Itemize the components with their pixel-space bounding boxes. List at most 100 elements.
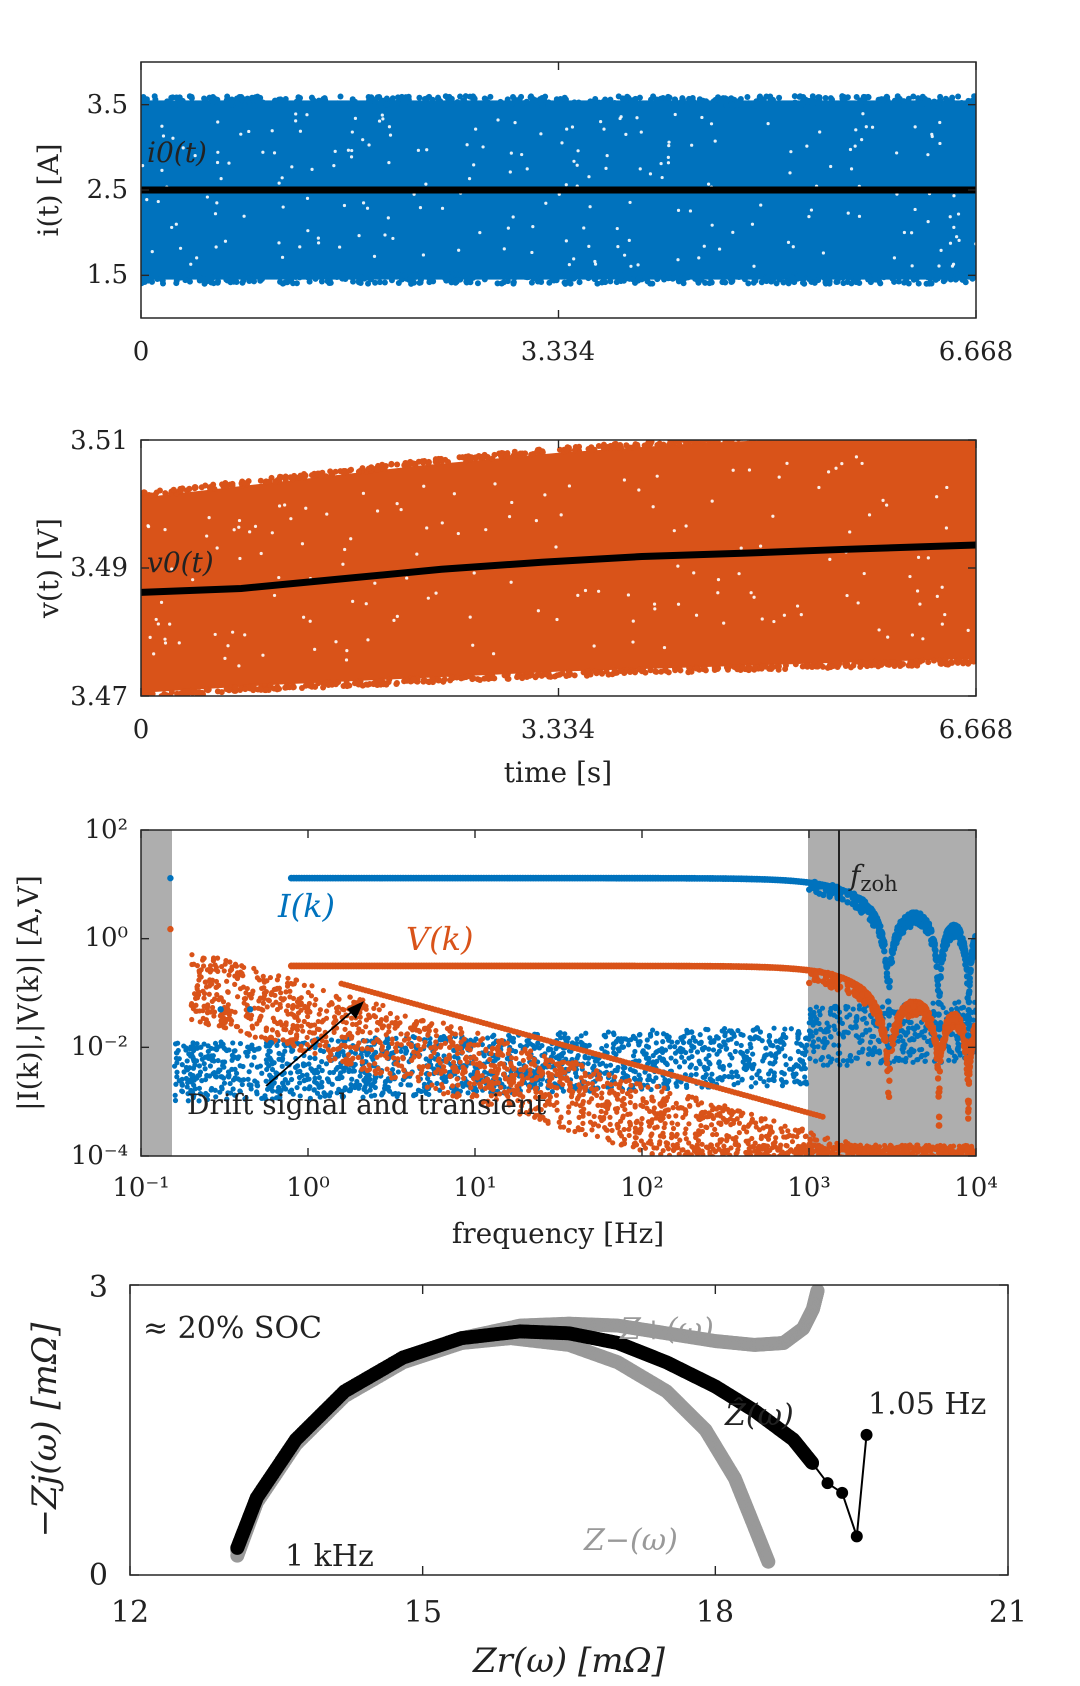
I-noise-point [748,1084,754,1090]
V-noise-point [378,1069,385,1075]
current-sample-point [435,94,442,101]
V-noise-point [666,1113,672,1120]
voltage-sample-point [229,482,236,489]
current-gap-speck [752,264,756,268]
V-noise-point [940,1158,945,1163]
voltage-gap-speck [163,528,167,532]
I-noise-point [611,1050,617,1056]
V-noise-point [813,1159,818,1164]
voltage-sample-point [905,434,911,440]
current-sample-point [560,272,567,279]
V-noise-point [633,1088,639,1094]
current-sample-point [277,96,284,103]
current-sample-point [883,93,890,100]
current-sample-point [183,271,190,278]
voltage-gap-speck [944,526,949,530]
current-gap-speck [161,134,166,138]
voltage-gap-speck [425,526,429,530]
current-gap-speck [605,154,609,158]
current-gap-speck [349,155,354,159]
I-noise-point [789,1066,795,1073]
voltage-gap-speck [676,602,681,606]
current-sample-point [856,279,863,286]
I-noise-point [269,1066,276,1073]
V-noise-point [366,1062,372,1068]
I-noise-point [205,1043,211,1049]
voltage-sample-point [394,461,401,468]
voltage-gap-speck [300,542,305,546]
V-noise-point [875,1158,880,1163]
voltage-gap-speck [592,644,596,648]
voltage-sample-point [483,674,490,681]
I-noise-point [574,1036,580,1042]
voltage-sample-point [760,433,766,439]
voltage-gap-speck [351,599,355,603]
I-noise-point [361,1086,367,1092]
current-sample-point [706,280,713,287]
I-noise-point [237,1040,244,1047]
current-sample-point [416,94,423,101]
voltage-sample-point [951,430,957,436]
I-noise-point [732,1048,738,1055]
voltage-band-fill [141,440,976,693]
current-sample-point [211,95,218,102]
V-noise-point [264,1004,270,1010]
current-gap-speck [627,238,631,243]
I-noise-point [232,1075,238,1081]
current-sample-point [827,95,834,102]
voltage-sample-point [925,659,932,666]
voltage-sample-point [141,489,148,496]
current-sample-point [561,94,568,101]
voltage-sample-point [723,664,730,671]
I-noise-point [804,1081,810,1087]
V-noise-point [349,1021,356,1027]
panel1-xtick-2: 3.334 [521,337,595,367]
voltage-gap-speck [426,596,430,600]
I-noise-point [233,1070,240,1076]
current-gap-speck [272,151,277,155]
voltage-sample-point [940,430,946,436]
voltage-sample-point [701,665,708,672]
current-sample-point [454,99,461,106]
I-noise-point [297,1080,303,1086]
current-gap-speck [281,205,285,209]
current-gap-speck [216,120,220,124]
I-noise-point [562,1031,568,1037]
I-noise-point [202,1054,208,1060]
voltage-sample-point [826,430,832,436]
I-noise-point [425,1075,431,1082]
V-noise-point [492,1063,498,1069]
voltage-sample-point [971,432,977,438]
voltage-sample-point [853,433,859,439]
current-sample-point [350,278,357,285]
I-noise-point [839,1020,845,1026]
current-sample-point [401,272,408,279]
voltage-sample-point [646,440,653,447]
I-noise-point [599,1060,606,1066]
I-noise-point [328,1037,335,1043]
voltage-sample-point [807,430,813,436]
V-noise-point [372,1014,379,1020]
current-sample-point [366,97,373,104]
current-sample-point [959,276,966,283]
V-noise-point [411,1049,417,1055]
I-noise-point [465,1090,471,1096]
voltage-sample-point [881,430,887,436]
I-noise-point [394,1093,400,1100]
voltage-sample-point [714,440,721,445]
I-noise-point [700,1047,706,1053]
I-noise-point [599,1045,605,1052]
current-gap-speck [520,152,524,157]
current-sample-point [889,275,896,282]
voltage-sample-point [772,432,778,438]
I-noise-point [627,1066,633,1073]
V-noise-point [505,1093,511,1100]
I-noise-point [620,1070,627,1076]
current-sample-point [830,271,837,278]
current-sample-point [916,272,923,279]
current-sample-point [202,97,209,104]
current-gap-speck [472,163,476,167]
current-sample-point [228,99,235,106]
I-noise-point [946,1048,953,1054]
I-noise-point [603,1063,609,1069]
